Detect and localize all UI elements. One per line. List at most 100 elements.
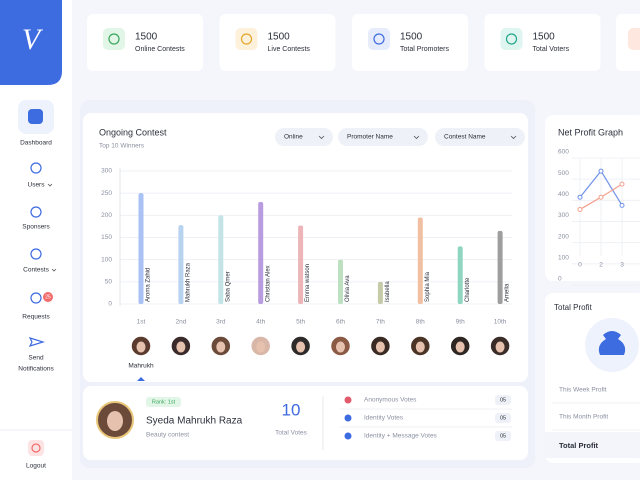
filter-dropdown[interactable] [435,128,525,146]
net-profit-card [545,115,640,281]
bar [497,230,503,304]
nav-item[interactable]: Dashboard [20,140,52,147]
bar [298,225,304,304]
y-tick-label: 100 [558,255,569,262]
x-tick-label: 0 [578,262,582,269]
y-tick-label: 300 [558,212,569,219]
stat-icon [500,28,523,50]
x-tick-label: 3rd [216,319,226,326]
x-tick-label: 1st [137,319,146,326]
nav-item[interactable]: Users [28,182,46,189]
avatar-face [375,341,385,353]
profit-icon [598,331,626,355]
stat-value: 1500 [135,32,158,43]
count-badge [495,413,511,423]
stat-value: 1500 [400,32,423,43]
bar [218,215,224,304]
profit-footer [545,432,640,458]
winner-contest: Beauty contest [146,432,189,439]
bar-name: Aroma Zahid [146,268,152,302]
avatar-face [495,341,505,353]
chevron [413,135,420,140]
card-subtitle: Top 10 Winners [99,143,145,150]
nav-item[interactable]: Sponsers [22,224,50,231]
winner-card [83,386,528,460]
filter-dropdown[interactable] [338,128,428,146]
nav-item: Notifications [18,366,54,373]
nav-icon [30,162,42,174]
x-tick-label: 2 [599,262,603,269]
bar-name: Isabella [385,281,391,302]
avatar-face [107,411,123,431]
logo: V [22,23,44,56]
bar-name: Amelia [505,283,511,302]
y-tick-label: 200 [558,233,569,240]
logout-icon [31,443,41,453]
x-tick-label: 7th [376,319,385,326]
nav-item[interactable]: Requests [22,314,50,321]
bar-name: Mahrukh Raza [185,262,191,302]
rank-badge [146,397,181,407]
votes-count: 10 [282,400,301,419]
line-point [598,194,604,200]
stat-label: Live Contests [268,46,311,53]
bar [457,246,463,304]
y-tick-label: 600 [558,149,569,156]
stat-icon-glyph [240,33,253,45]
bar [138,193,144,304]
avatar-face [216,341,226,353]
y-tick-label: 400 [558,191,569,198]
filter-label: Contest Name [444,134,486,141]
x-tick-label: 4th [256,319,265,326]
y-tick-label: 200 [101,212,112,219]
vote-count: 05 [500,397,506,403]
stat-icon [103,28,125,50]
selected-name: Mahrukh [128,363,154,370]
nav-icon [28,109,43,124]
filter-label: Promoter Name [347,134,393,141]
x-tick-label: 5th [296,319,305,326]
nav-icon [28,337,46,347]
card-title: Ongoing Contest [99,127,167,137]
badge-text: 25 [45,294,51,300]
stat-icon-glyph [505,33,518,45]
logout-icon-box [28,440,44,456]
vote-icon [344,414,352,422]
bar [178,225,184,304]
stat-label: Total Voters [533,46,570,53]
vote-icon [344,396,352,404]
bar [417,217,423,304]
vote-type: Anonymous Votes [364,397,417,404]
filter-dropdown[interactable] [275,128,333,146]
bar-name: Emma watson [305,264,311,302]
avatar-face [256,341,266,353]
chevron [51,268,57,272]
avatar-face [415,341,425,353]
bar-name: Charlotte [465,277,471,302]
y-tick-label: 500 [558,170,569,177]
vote-count: 05 [500,415,506,421]
line-point [577,206,583,212]
stat-label: Online Contests [135,46,185,53]
chevron [510,135,517,140]
nav-item[interactable]: Contests [23,267,49,274]
y-tick-label: 0 [108,301,112,308]
badge [43,292,53,302]
nav-item: Logout [26,463,46,470]
winner-name: Syeda Mahrukh Raza [146,416,243,427]
stat-icon-glyph [373,33,385,45]
bar-name: Sophia Mia [425,271,431,302]
card-title: Net Profit Graph [558,127,623,137]
avatar-face [136,341,146,353]
stat-icon [628,28,640,50]
vote-type: Identity Votes [364,415,404,422]
count-badge [495,395,511,405]
stat-icon [368,28,390,50]
profit-footer-label: Total Profit [559,441,599,450]
selected-marker [137,377,145,381]
chevron [47,183,53,187]
nav-icon [30,206,42,218]
y-tick-label: 0 [558,276,562,283]
